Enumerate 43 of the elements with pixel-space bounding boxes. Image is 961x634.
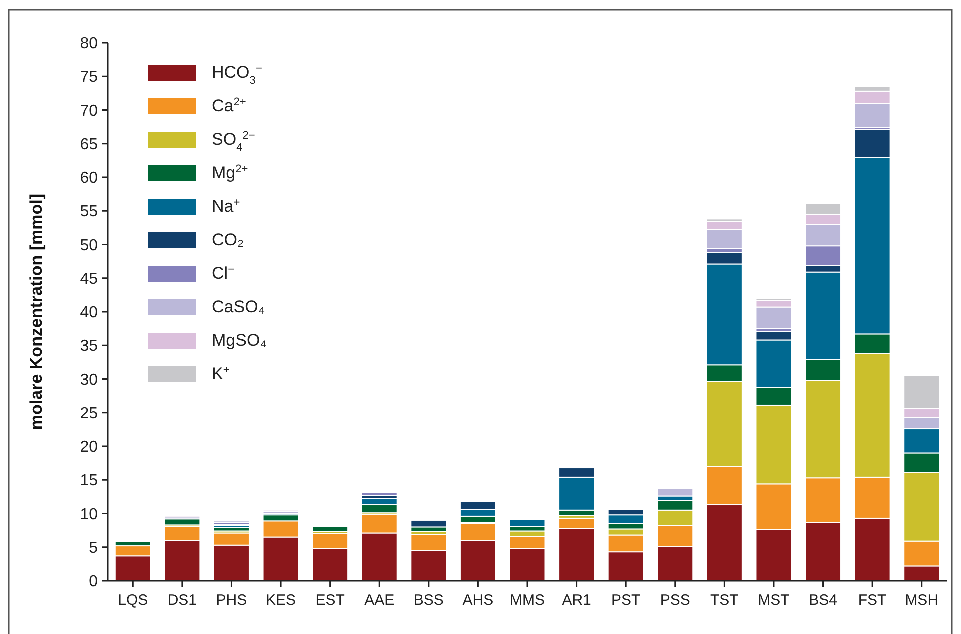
y-tick-label: 65: [80, 136, 98, 154]
legend-label: Na$^{+}$: [212, 197, 240, 216]
x-tick-label: PST: [611, 592, 641, 609]
y-tick-label: 10: [80, 506, 98, 524]
legend-label: Ca$^{2+}$: [212, 96, 246, 116]
x-tick-label: FST: [858, 592, 887, 609]
legend-label: MgSO₄: [212, 331, 268, 350]
x-tick-label: KES: [266, 592, 296, 609]
x-tick-label: AAE: [364, 592, 395, 609]
y-tick-label: 40: [80, 304, 98, 322]
x-tick-label: BSS: [414, 592, 444, 609]
x-tick-label: PSS: [660, 592, 690, 609]
x-tick-label: MSH: [905, 592, 939, 609]
legend-label: CO₂: [212, 230, 244, 250]
legend-label: CaSO₄: [212, 298, 266, 316]
y-tick-label: 45: [80, 270, 98, 288]
x-tick-label: AR1: [562, 592, 592, 609]
legend-label: Mg$^{2+}$: [212, 164, 248, 182]
y-tick-label: 80: [80, 36, 98, 53]
y-tick-label: 30: [80, 372, 98, 389]
y-axis-title: molare Konzentration [mmol]: [27, 194, 46, 430]
y-tick-label: 5: [89, 540, 98, 557]
x-tick-label: DS1: [168, 592, 198, 609]
x-tick-label: LQS: [118, 592, 148, 609]
x-tick-label: PHS: [216, 592, 248, 609]
y-tick-label: 60: [80, 170, 98, 188]
y-tick-label: 50: [80, 237, 98, 254]
y-tick-label: 0: [89, 574, 98, 591]
y-tick-label: 75: [80, 69, 98, 86]
y-tick-label: 25: [80, 405, 98, 422]
x-tick-label: EST: [316, 592, 345, 609]
y-tick-label: 15: [80, 472, 98, 490]
y-tick-label: 55: [80, 204, 98, 221]
x-tick-label: TST: [710, 592, 739, 609]
x-tick-label: MST: [758, 592, 790, 609]
y-tick-label: 20: [80, 439, 98, 456]
y-tick-label: 70: [80, 102, 98, 120]
legend-label: Cl$^{−}$: [212, 264, 235, 283]
x-tick-label: MMS: [510, 592, 545, 609]
y-tick-label: 35: [80, 338, 98, 356]
x-tick-label: AHS: [462, 592, 494, 609]
x-tick-label: BS4: [809, 592, 838, 609]
legend-label: K$^{+}$: [212, 364, 230, 384]
